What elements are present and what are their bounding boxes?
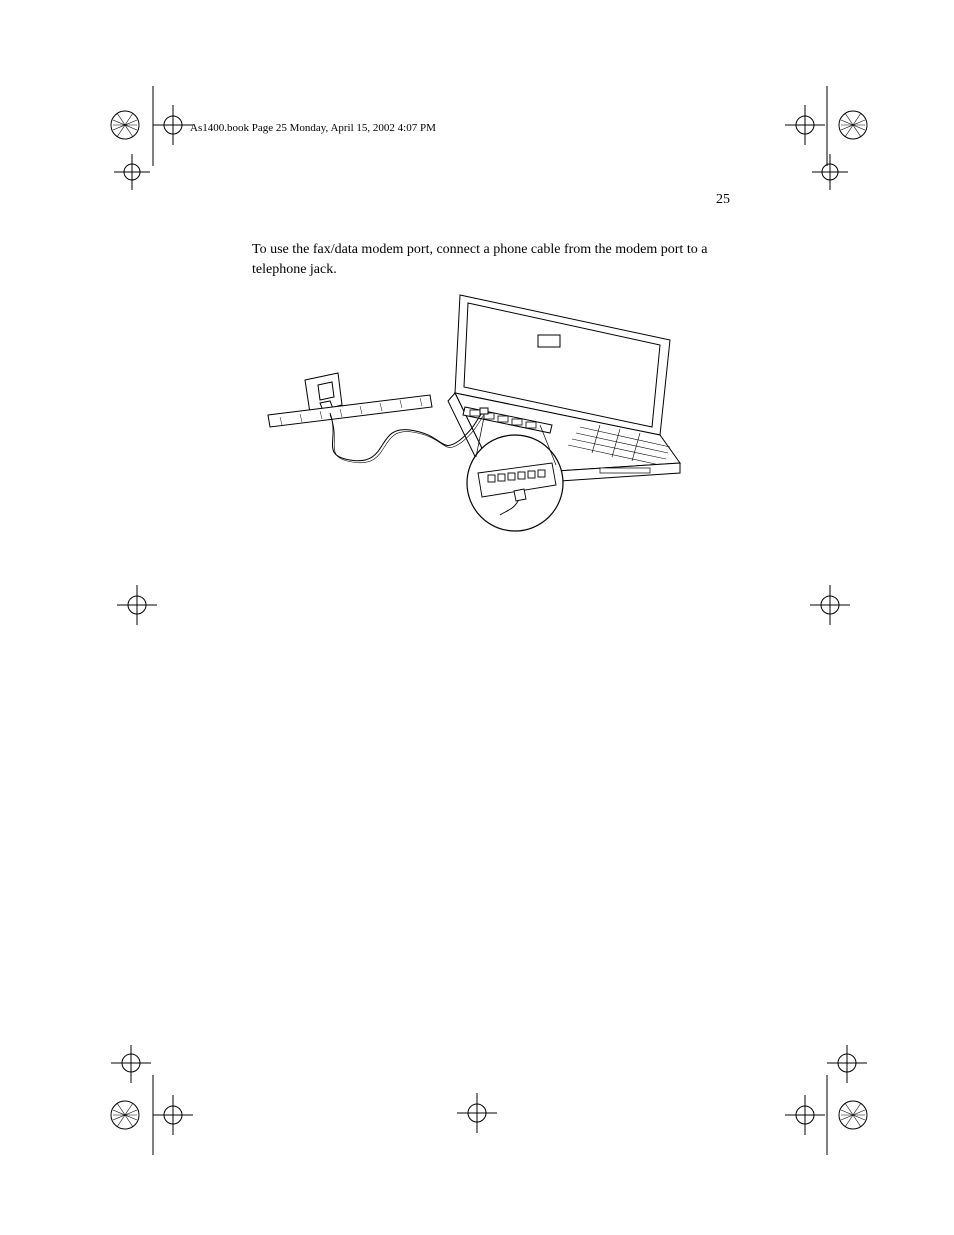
reg-mark-bottom-left — [95, 1045, 235, 1185]
reg-mark-mid-left — [112, 580, 162, 630]
illustration-svg — [260, 285, 690, 545]
body-paragraph: To use the fax/data modem port, connect … — [252, 240, 732, 279]
reg-mark-mid-bottom — [452, 1088, 502, 1138]
page-number: 25 — [716, 192, 730, 208]
reg-mark-bottom-right — [745, 1045, 885, 1185]
modem-cable-illustration — [260, 285, 690, 545]
reg-mark-mid-right — [805, 580, 855, 630]
page-root: As1400.book Page 25 Monday, April 15, 20… — [0, 0, 954, 1235]
reg-mark-top-left-small — [110, 150, 154, 194]
reg-mark-top-right-small — [808, 150, 852, 194]
